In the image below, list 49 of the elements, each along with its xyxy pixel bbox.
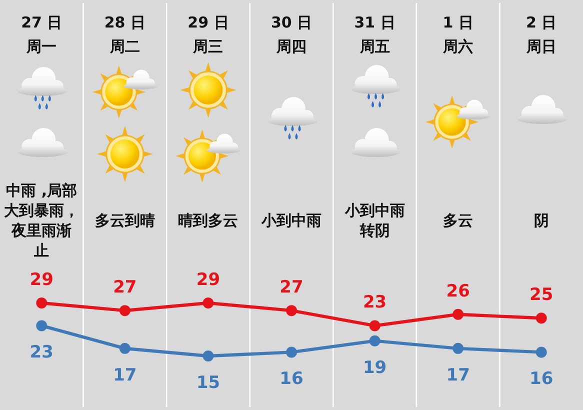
data-label: 17 xyxy=(113,365,137,386)
point xyxy=(286,346,297,358)
point xyxy=(286,305,297,316)
text: 周日 xyxy=(525,37,556,56)
data-label: 29 xyxy=(30,270,54,290)
text: 多云到晴 xyxy=(94,211,155,230)
text: 周一 xyxy=(26,37,57,56)
point xyxy=(452,308,464,320)
text: 晴到多云 xyxy=(178,211,238,230)
x-tick-label: 31 日 xyxy=(354,13,396,32)
text: 小到中雨 xyxy=(260,211,322,230)
text: 小到中雨转阴 xyxy=(344,201,405,240)
text: 周二 xyxy=(108,37,140,56)
x-tick-label: 1 日 xyxy=(442,13,474,32)
text: 阴 xyxy=(534,211,549,230)
data-label: 26 xyxy=(446,281,470,302)
point xyxy=(119,305,130,316)
x-tick-label: 28 日 xyxy=(104,13,146,32)
point xyxy=(202,298,214,308)
point xyxy=(202,350,214,362)
point xyxy=(369,320,380,332)
point xyxy=(536,312,547,324)
data-label: 23 xyxy=(362,292,387,313)
data-label: 19 xyxy=(362,358,387,378)
text: 中雨 ,局部大到暴雨，夜里雨渐止 xyxy=(4,181,80,260)
point xyxy=(119,342,130,354)
text: 周四 xyxy=(276,37,306,56)
text: 周六 xyxy=(442,37,474,56)
point xyxy=(369,335,380,346)
text: 多云 xyxy=(443,211,474,230)
data-label: 27 xyxy=(280,278,304,298)
text: 周五 xyxy=(358,37,390,56)
point xyxy=(36,320,48,332)
x-tick-label: 27 日 xyxy=(21,13,62,32)
point xyxy=(36,298,48,308)
data-label: 29 xyxy=(196,270,220,290)
text: 周三 xyxy=(192,37,224,56)
data-label: 27 xyxy=(113,278,137,298)
data-label: 15 xyxy=(196,372,220,393)
data-label: 25 xyxy=(530,285,554,306)
data-label: 17 xyxy=(446,365,470,386)
x-tick-label: 29 日 xyxy=(188,13,229,32)
point xyxy=(452,342,464,354)
data-label: 16 xyxy=(280,369,304,390)
x-tick-label: 30 日 xyxy=(270,13,312,32)
data-label: 23 xyxy=(30,342,54,363)
data-label: 16 xyxy=(530,369,554,390)
point xyxy=(536,346,547,358)
x-tick-label: 2 日 xyxy=(526,13,557,32)
